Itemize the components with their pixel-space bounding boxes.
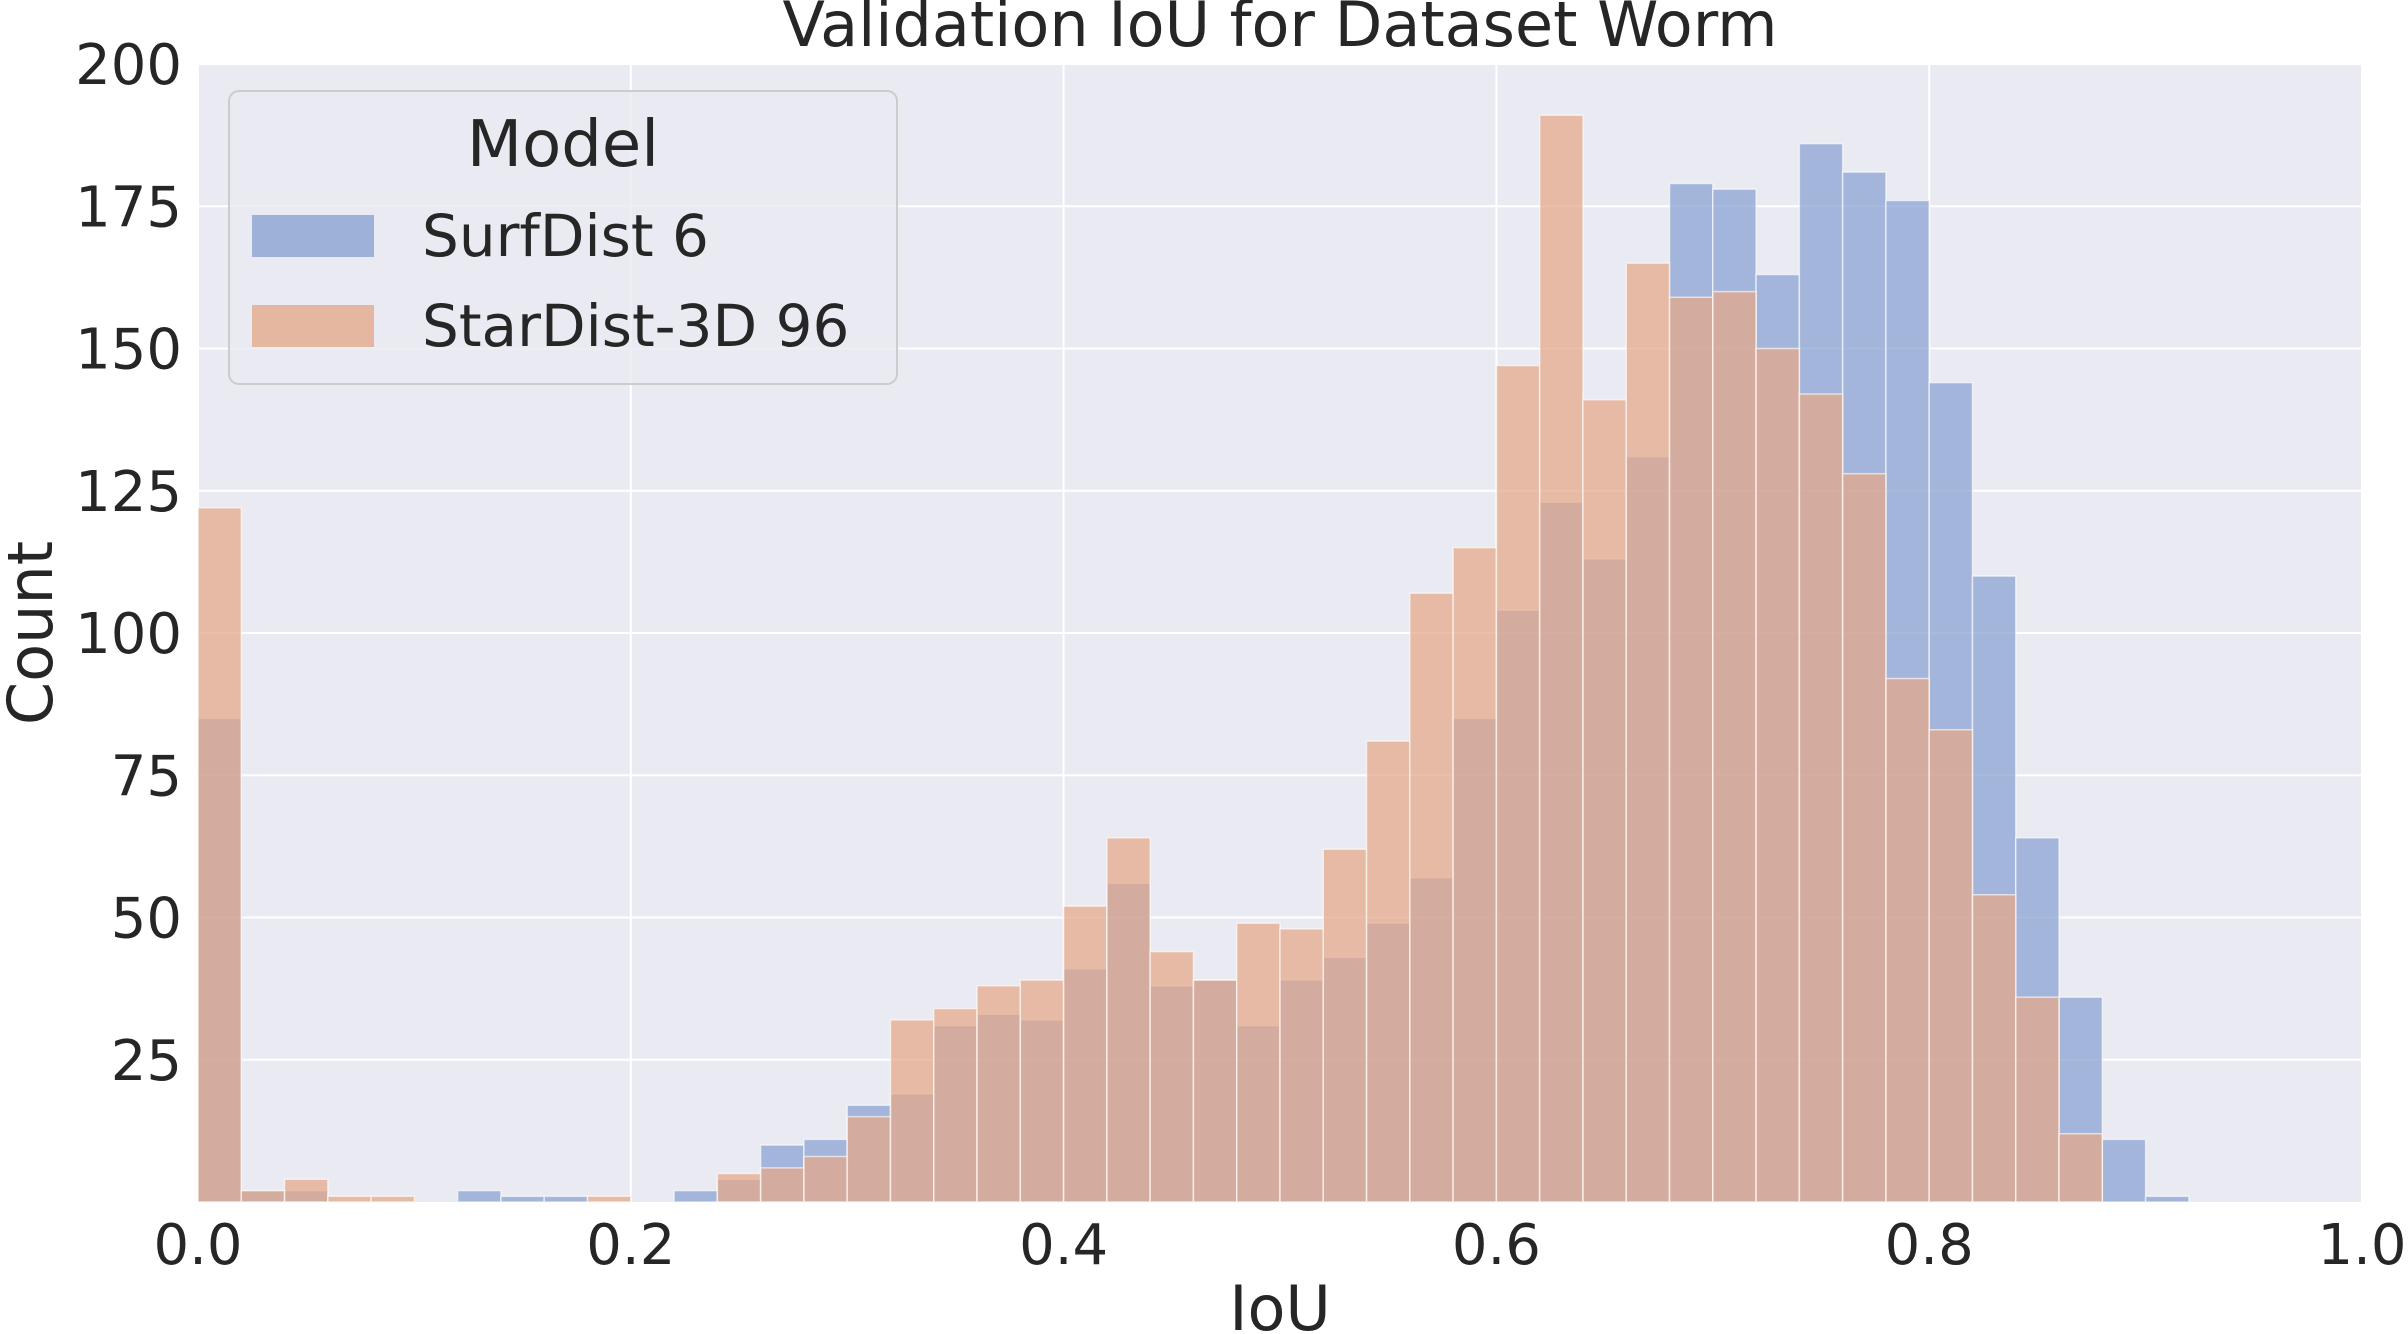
y-gridlines: [198, 63, 2362, 1061]
bar-stardist: [1365, 740, 1411, 1203]
y-tick-label: 200: [75, 33, 182, 98]
y-tick-label: 100: [75, 602, 182, 667]
bar-surfdist: [673, 1189, 719, 1203]
x-tick-label: 0.0: [153, 1213, 242, 1278]
bar-stardist: [283, 1178, 329, 1203]
bar-stardist: [1235, 922, 1281, 1203]
bar-stardist: [197, 507, 243, 1203]
bar-stardist: [1582, 398, 1627, 1203]
bar-stardist: [846, 1115, 892, 1203]
bar-stardist: [1668, 296, 1714, 1203]
bar-stardist: [1841, 472, 1887, 1203]
y-tick-label: 175: [75, 175, 182, 240]
bar-stardist: [1409, 592, 1454, 1203]
bar-stardist: [716, 1172, 762, 1203]
legend-title: Model: [467, 108, 659, 182]
x-tick-labels: 0.0 0.2 0.4 0.6 0.8 1.0: [153, 1213, 2406, 1278]
bar-stardist: [2015, 996, 2060, 1203]
legend-label-surfdist: SurfDist 6: [422, 202, 709, 270]
bar-stardist: [976, 985, 1022, 1203]
bar-stardist: [1279, 928, 1325, 1203]
legend: Model SurfDist 6 StarDist-3D 96: [228, 90, 898, 385]
bar-stardist: [370, 1195, 416, 1203]
bar-surfdist: [456, 1189, 502, 1203]
legend-swatch-stardist: [252, 305, 374, 347]
y-axis-label: Count: [0, 541, 67, 725]
y-tick-label: 75: [111, 744, 182, 809]
bar-stardist: [803, 1155, 848, 1203]
x-tick-label: 0.2: [586, 1213, 675, 1278]
bar-surfdist: [2101, 1138, 2147, 1203]
y-tick-labels: 25 50 75 100 125 150 175 200: [75, 33, 182, 1094]
bar-stardist: [586, 1195, 632, 1203]
legend-label-stardist: StarDist-3D 96: [422, 292, 849, 360]
bar-stardist: [1149, 950, 1195, 1203]
series-stardist-bars: [197, 114, 2104, 1203]
bar-stardist: [1538, 114, 1584, 1203]
bar-stardist: [240, 1189, 286, 1203]
bar-stardist: [889, 1019, 935, 1203]
bar-stardist: [327, 1195, 372, 1203]
legend-swatch-surfdist: [252, 215, 374, 257]
bar-stardist: [1885, 677, 1930, 1203]
bar-stardist: [1928, 728, 1974, 1203]
bar-stardist: [1322, 848, 1368, 1203]
bar-stardist: [759, 1167, 805, 1203]
bar-stardist: [1019, 979, 1065, 1203]
bar-stardist: [1971, 893, 2017, 1203]
y-tick-label: 125: [75, 460, 182, 525]
y-tick-label: 50: [111, 887, 182, 952]
bar-stardist: [1452, 546, 1498, 1203]
bar-surfdist: [543, 1195, 589, 1203]
y-tick-label: 150: [75, 318, 182, 383]
x-axis-label: IoU: [1229, 1272, 1331, 1334]
bar-stardist: [1712, 290, 1757, 1203]
x-tick-label: 0.4: [1019, 1213, 1108, 1278]
bar-surfdist: [500, 1195, 545, 1203]
bar-stardist: [1798, 393, 1844, 1203]
bar-stardist: [1495, 364, 1541, 1203]
x-tick-label: 1.0: [2317, 1213, 2406, 1278]
bar-stardist: [1106, 837, 1151, 1203]
x-tick-label: 0.8: [1885, 1213, 1974, 1278]
bar-stardist: [2058, 1132, 2104, 1203]
bar-stardist: [1062, 905, 1108, 1203]
bar-stardist: [933, 1007, 978, 1203]
y-tick-label: 25: [111, 1029, 182, 1094]
legend-box: [228, 90, 898, 385]
bar-stardist: [1192, 979, 1238, 1203]
bar-stardist: [1755, 347, 1801, 1203]
bar-stardist: [1625, 262, 1671, 1203]
x-tick-label: 0.6: [1452, 1213, 1541, 1278]
chart-title: Validation IoU for Dataset Worm: [782, 0, 1777, 61]
bar-surfdist: [2144, 1195, 2190, 1203]
